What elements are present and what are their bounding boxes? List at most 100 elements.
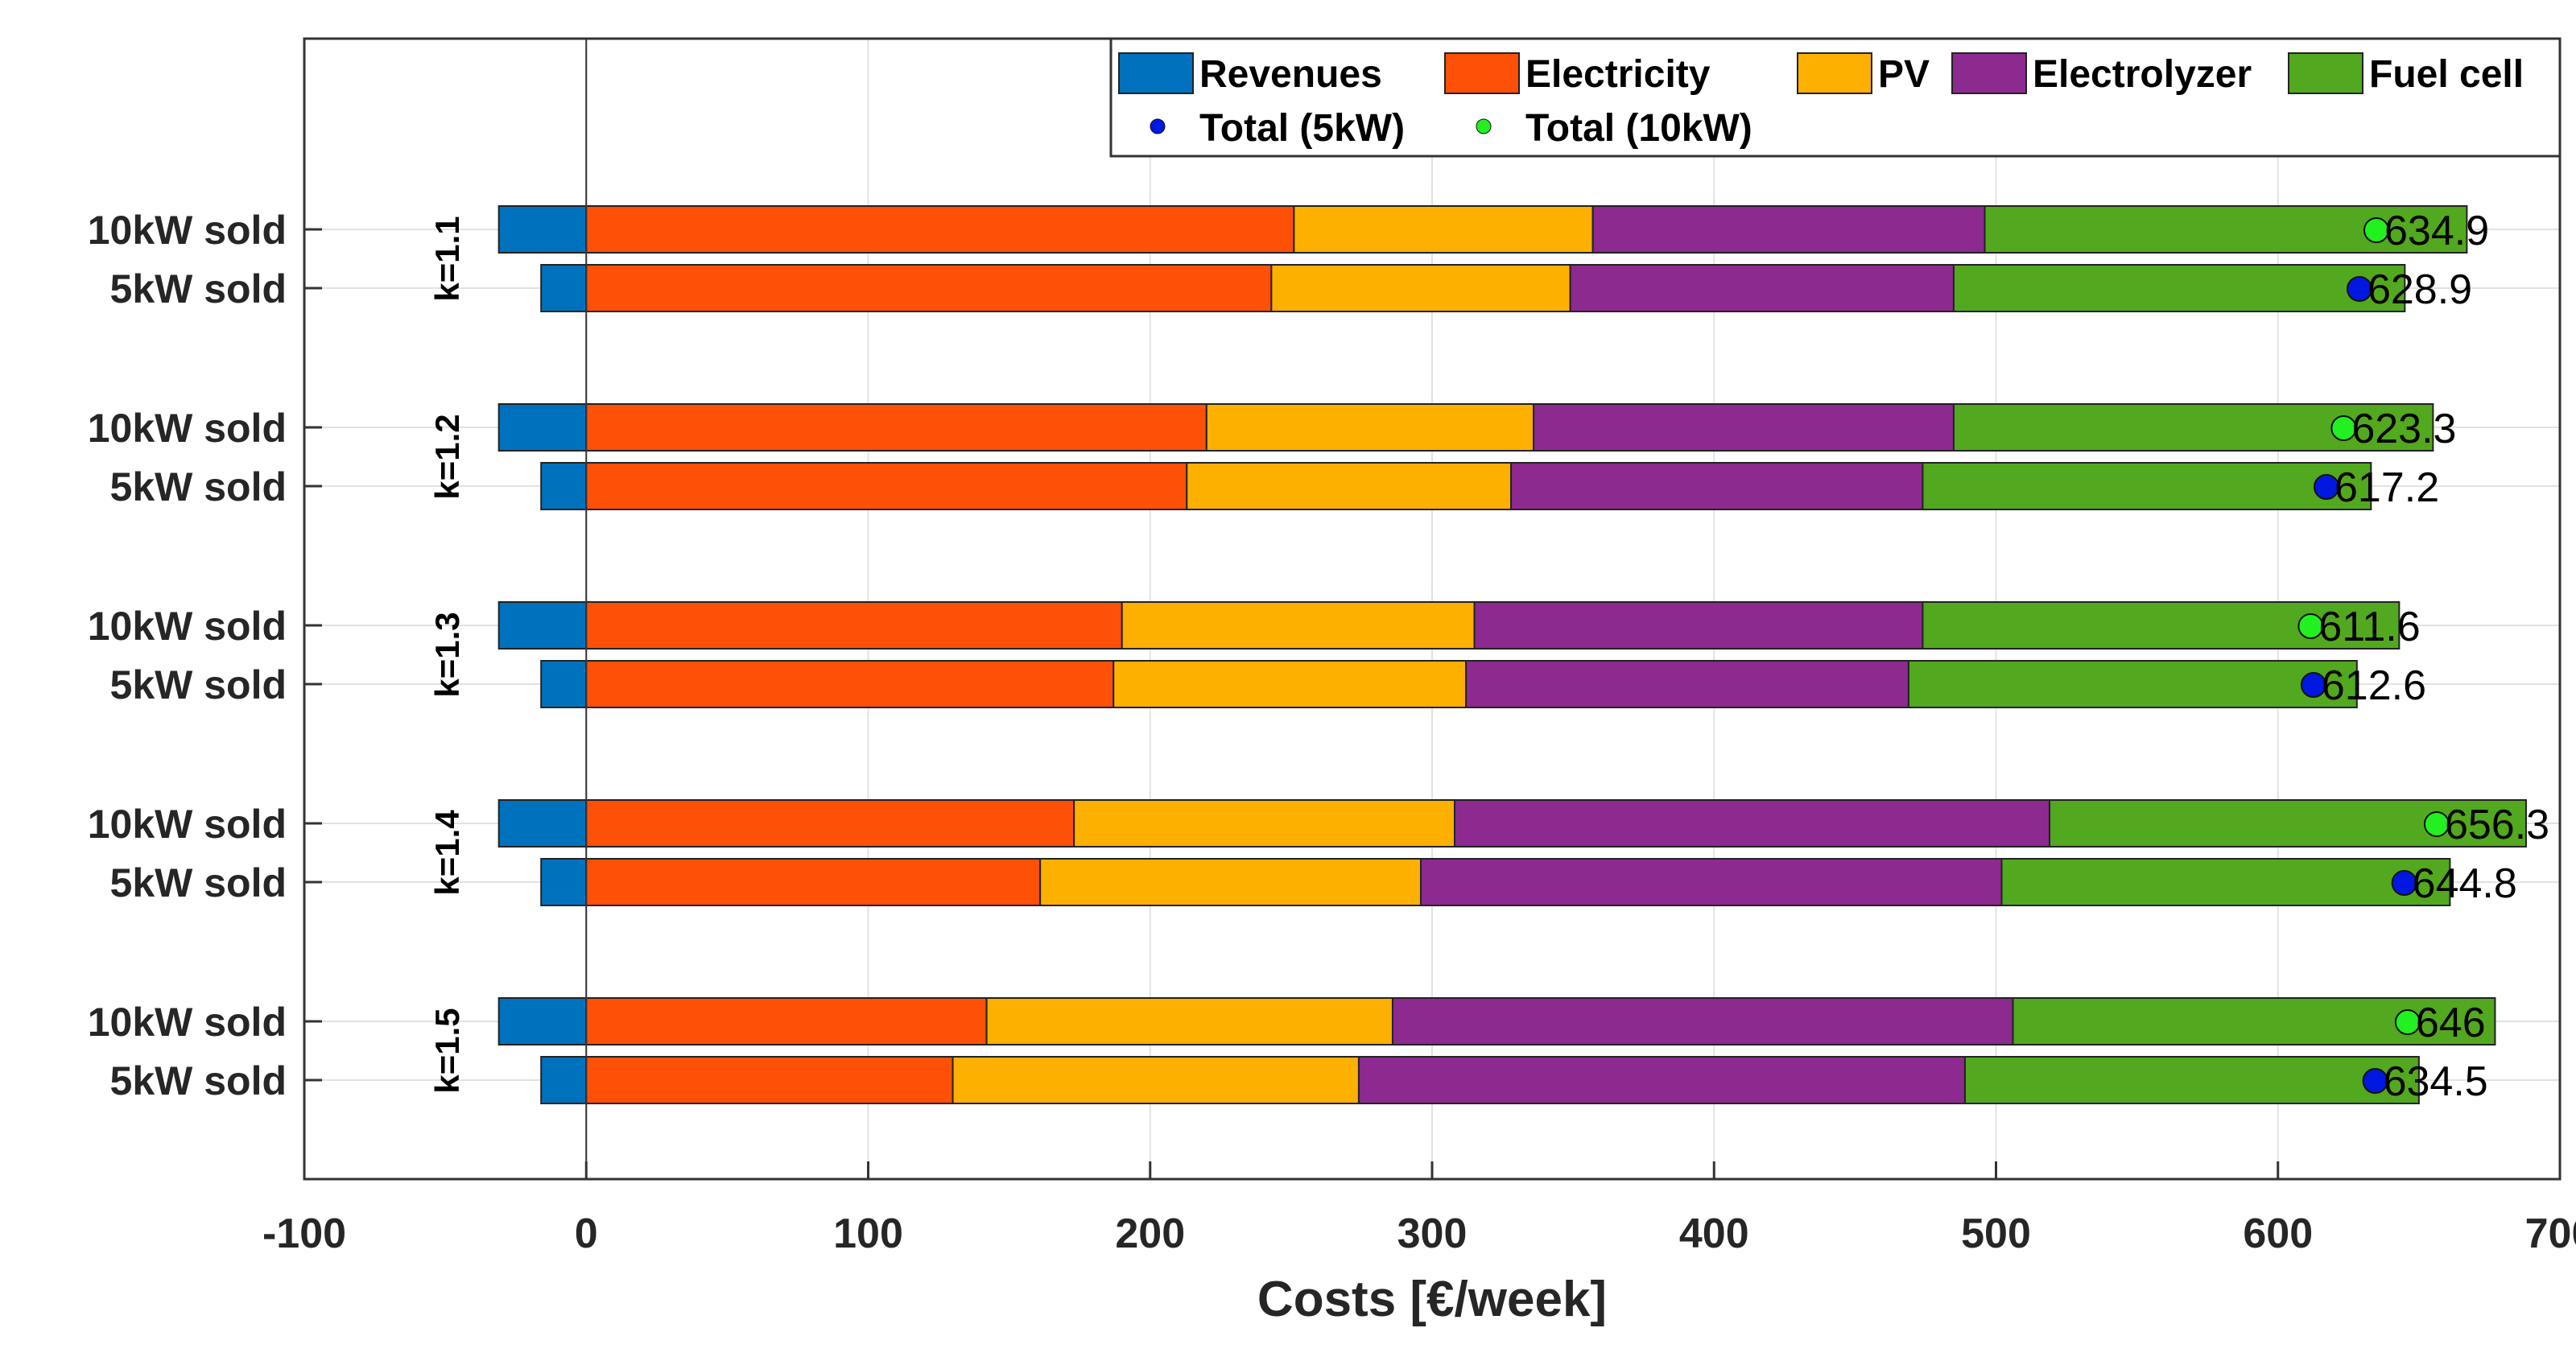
bar-segment-electricity	[585, 403, 1208, 452]
total-marker	[2330, 415, 2357, 441]
bar-segment-pv	[1293, 205, 1594, 254]
x-tick-label: 500	[1961, 1210, 2031, 1257]
total-marker	[2297, 613, 2324, 639]
x-tick-label: 300	[1397, 1210, 1468, 1257]
total-value-label: 628.9	[2368, 266, 2472, 313]
bar-segment-revenues	[540, 462, 588, 510]
bar-segment-revenues	[497, 403, 588, 452]
bar-segment-pv	[1073, 799, 1456, 848]
bar-segment-pv	[1186, 462, 1513, 510]
row-label: 10kW sold	[88, 208, 287, 253]
x-axis-title: Costs [€/week]	[1257, 1272, 1607, 1327]
bar-segment-electrolyzer	[1569, 264, 1955, 312]
total-marker	[2363, 217, 2389, 243]
legend-label: Revenues	[1199, 53, 1382, 96]
total-marker	[2391, 870, 2417, 896]
row-label: 10kW sold	[88, 802, 287, 847]
bar-segment-revenues	[497, 997, 588, 1045]
legend-label: Electricity	[1525, 53, 1711, 96]
bar-segment-electricity	[585, 601, 1123, 650]
legend-label: Total (5kW)	[1199, 107, 1405, 150]
bar-segment-fuel-cell	[1922, 462, 2372, 510]
bar-segment-fuel-cell	[1907, 660, 2358, 708]
x-tick-label: 600	[2243, 1210, 2313, 1257]
bar-segment-fuel-cell	[1952, 264, 2406, 312]
row-label: 5kW sold	[110, 464, 287, 509]
total-marker	[2423, 811, 2450, 837]
bar-segment-electrolyzer	[1510, 462, 1924, 510]
total-marker	[2346, 276, 2372, 302]
bar-segment-electricity	[585, 799, 1075, 848]
bar-segment-revenues	[540, 1056, 588, 1104]
x-tick-label: 100	[833, 1210, 903, 1257]
total-value-label: 644.8	[2413, 860, 2517, 907]
bars	[497, 205, 2527, 1104]
bar-segment-fuel-cell	[1963, 1056, 2420, 1104]
total-marker	[2300, 672, 2326, 698]
row-label: 5kW sold	[110, 860, 287, 905]
bar-segment-revenues	[497, 601, 588, 650]
legend-label: Electrolyzer	[2033, 53, 2252, 96]
row-label: 5kW sold	[110, 1058, 287, 1103]
bar-segment-electrolyzer	[1473, 601, 1924, 650]
legend-swatch-electrolyzer	[1951, 52, 2027, 94]
bar-segment-electrolyzer	[1591, 205, 1986, 254]
legend-swatch-revenues	[1118, 52, 1194, 94]
row-label: 5kW sold	[110, 662, 287, 707]
bar-segment-revenues	[540, 858, 588, 906]
total-value-label: 611.6	[2318, 604, 2420, 650]
row-label: 10kW sold	[88, 604, 287, 649]
legend-label: Total (10kW)	[1525, 107, 1752, 150]
total-marker	[2394, 1009, 2421, 1035]
bar-segment-electrolyzer	[1391, 997, 2014, 1045]
total-marker	[2313, 474, 2339, 500]
legend-label: Fuel cell	[2369, 53, 2524, 96]
bar-segment-revenues	[540, 264, 588, 312]
bar-segment-electricity	[585, 1056, 954, 1104]
bar-segment-pv	[1270, 264, 1571, 312]
bar-segment-revenues	[497, 799, 588, 848]
bar-segment-fuel-cell	[2000, 858, 2451, 906]
row-label: 10kW sold	[88, 1000, 287, 1045]
legend-label: PV	[1878, 53, 1930, 96]
legend-marker-total-10kw	[1476, 118, 1492, 134]
total-value-label: 612.6	[2322, 662, 2426, 709]
total-value-label: 634.5	[2384, 1058, 2488, 1105]
group-label: k=1.1	[428, 216, 466, 301]
bar-segment-pv	[1113, 660, 1468, 708]
bar-segment-pv	[1039, 858, 1422, 906]
total-value-label: 646	[2416, 1000, 2486, 1046]
x-tick-label: 0	[575, 1210, 598, 1257]
bar-segment-pv	[1205, 403, 1535, 452]
total-value-label: 623.3	[2351, 406, 2456, 452]
x-tick-label: 400	[1679, 1210, 1749, 1257]
x-tick-label: 700	[2525, 1210, 2576, 1257]
legend: Revenues Electricity PV Electrolyzer Fuel ce…	[1109, 37, 2562, 158]
bar-segment-electricity	[585, 205, 1295, 254]
bar-segment-pv	[952, 1056, 1360, 1104]
total-value-label: 634.9	[2384, 208, 2489, 254]
total-marker	[2362, 1068, 2388, 1094]
bar-segment-electricity	[585, 660, 1115, 708]
group-label: k=1.5	[428, 1008, 466, 1093]
legend-swatch-electricity	[1444, 52, 1520, 94]
bar-segment-electrolyzer	[1419, 858, 2003, 906]
bar-segment-electricity	[585, 462, 1188, 510]
bar-segment-electricity	[585, 858, 1042, 906]
x-tick-label: 200	[1115, 1210, 1185, 1257]
legend-marker-total-5kw	[1150, 118, 1166, 134]
bar-segment-electricity	[585, 997, 988, 1045]
row-label: 5kW sold	[110, 266, 287, 311]
bar-segment-pv	[1121, 601, 1476, 650]
bar-segment-electrolyzer	[1465, 660, 1909, 708]
bar-segment-pv	[985, 997, 1393, 1045]
total-value-label: 617.2	[2334, 464, 2439, 511]
bar-segment-electricity	[585, 264, 1273, 312]
total-value-label: 656.3	[2445, 802, 2549, 848]
row-label: 10kW sold	[88, 406, 287, 451]
group-label: k=1.2	[428, 414, 466, 499]
labels: 634.9 10kW sold 628.9 5kW sold k=1.1 623.3 10k…	[88, 208, 2576, 1327]
x-tick-label: -100	[262, 1210, 346, 1257]
bar-segment-revenues	[540, 660, 588, 708]
